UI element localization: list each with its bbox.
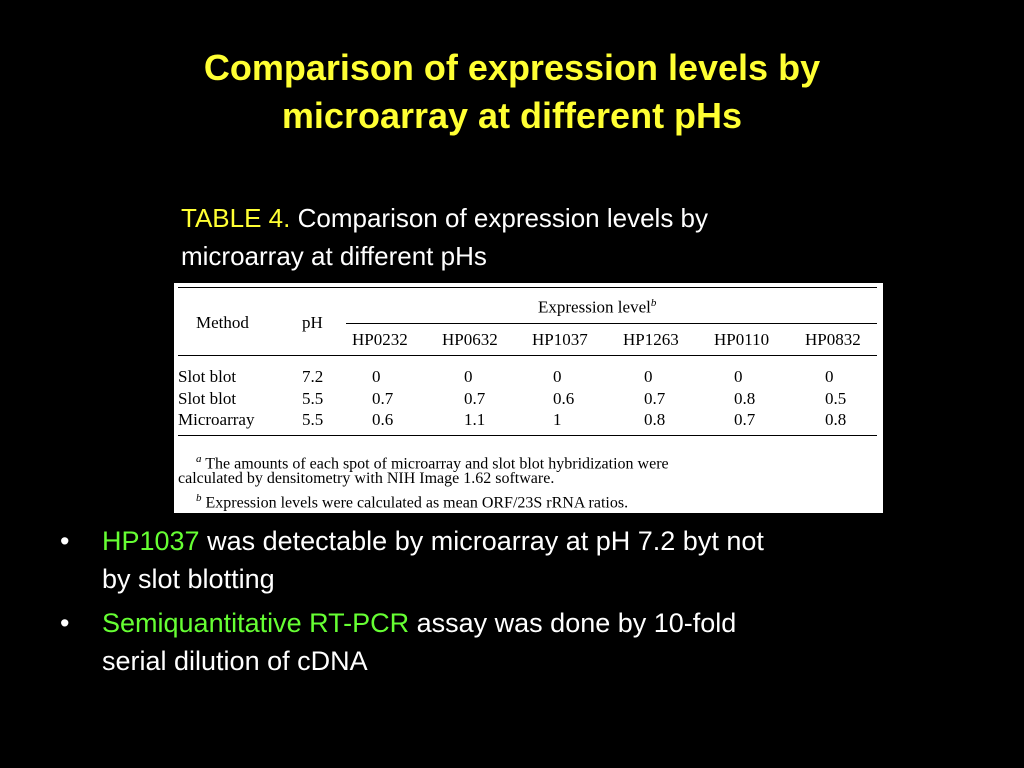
bullet-line-2: serial dilution of cDNA	[102, 646, 368, 676]
footnote-b-mark: b	[196, 492, 202, 504]
header-gene: HP0632	[442, 330, 498, 349]
cell-value: 0.6	[372, 410, 394, 429]
table-caption: TABLE 4. Comparison of expression levels…	[181, 199, 901, 275]
header-gene: HP0832	[805, 330, 861, 349]
footnote-a-mark: a	[196, 453, 202, 465]
bullet-text: assay was done by 10-fold	[409, 608, 737, 638]
cell-value: 0.6	[553, 389, 575, 408]
caption-label: TABLE 4.	[181, 203, 291, 233]
cell-value: 0.7	[644, 389, 666, 408]
bullet-highlight: Semiquantitative RT-PCR	[102, 608, 410, 638]
caption-text-1: Comparison of expression levels by	[297, 203, 709, 233]
cell-value: 0	[825, 367, 834, 386]
caption-line-1: TABLE 4. Comparison of expression levels…	[181, 199, 901, 237]
cell-value: 0.7	[734, 410, 756, 429]
table-bottom-rule	[178, 435, 877, 436]
bullet-line-2: by slot blotting	[102, 564, 275, 594]
bullet-line-1: HP1037 was detectable by microarray at p…	[102, 522, 980, 560]
footnote-b: b Expression levels were calculated as m…	[196, 488, 628, 513]
slide-title-line-2: microarray at different pHs	[281, 95, 743, 136]
header-gene: HP0110	[714, 330, 770, 349]
footnote-a: a The amounts of each spot of microarray…	[196, 449, 669, 474]
header-gene: HP1263	[623, 330, 679, 349]
footnote-a-line-2: calculated by densitometry with NIH Imag…	[178, 470, 555, 487]
cell-value: 0.8	[825, 410, 847, 429]
bullet-item: • HP1037 was detectable by microarray at…	[60, 522, 980, 598]
cell-value: 0.7	[372, 389, 394, 408]
bullet-symbol: •	[60, 608, 70, 638]
row-method: Slot blot	[178, 389, 237, 408]
cell-value: 1	[553, 410, 562, 429]
slide-title: Comparison of expression levels by micro…	[60, 44, 964, 140]
slide-title-line-1: Comparison of expression levels by	[203, 47, 821, 88]
bullet-highlight: HP1037	[102, 526, 200, 556]
cell-value: 1.1	[464, 410, 486, 429]
expression-level-label: Expression level	[538, 297, 651, 317]
header-expression-level: Expression levelb	[538, 293, 656, 318]
row-method: Microarray	[178, 410, 255, 429]
header-gene: HP0232	[352, 330, 408, 349]
cell-value: 0.8	[734, 389, 756, 408]
header-gene: HP1037	[532, 330, 588, 349]
cell-value: 0.8	[644, 410, 666, 429]
bullet-symbol: •	[60, 526, 70, 556]
cell-value: 0	[464, 367, 473, 386]
cell-value: 0	[734, 367, 743, 386]
bullet-line-1: Semiquantitative RT-PCR assay was done b…	[102, 604, 980, 642]
cell-value: 0.7	[464, 389, 486, 408]
expression-level-footnote-mark: b	[650, 297, 657, 309]
table-top-rule	[178, 287, 877, 288]
bullet-item: • Semiquantitative RT-PCR assay was done…	[60, 604, 980, 680]
cell-value: 0.5	[825, 389, 847, 408]
header-ph: pH	[302, 313, 323, 332]
footnote-a-line-1: The amounts of each spot of microarray a…	[205, 455, 669, 473]
row-ph: 5.5	[302, 389, 324, 408]
group-header-rule	[346, 323, 877, 324]
table-image: Method pH Expression levelb HP0232 HP063…	[174, 283, 883, 513]
footnote-b-text: Expression levels were calculated as mea…	[205, 494, 629, 512]
cell-value: 0	[372, 367, 381, 386]
cell-value: 0	[553, 367, 562, 386]
row-ph: 5.5	[302, 410, 324, 429]
row-ph: 7.2	[302, 367, 324, 386]
caption-text-2: microarray at different pHs	[181, 241, 487, 271]
table-header-rule	[178, 355, 877, 356]
cell-value: 0	[644, 367, 653, 386]
header-method: Method	[196, 313, 249, 332]
bullet-list: • HP1037 was detectable by microarray at…	[60, 522, 980, 686]
bullet-text: was detectable by microarray at pH 7.2 b…	[199, 526, 764, 556]
row-method: Slot blot	[178, 367, 237, 386]
